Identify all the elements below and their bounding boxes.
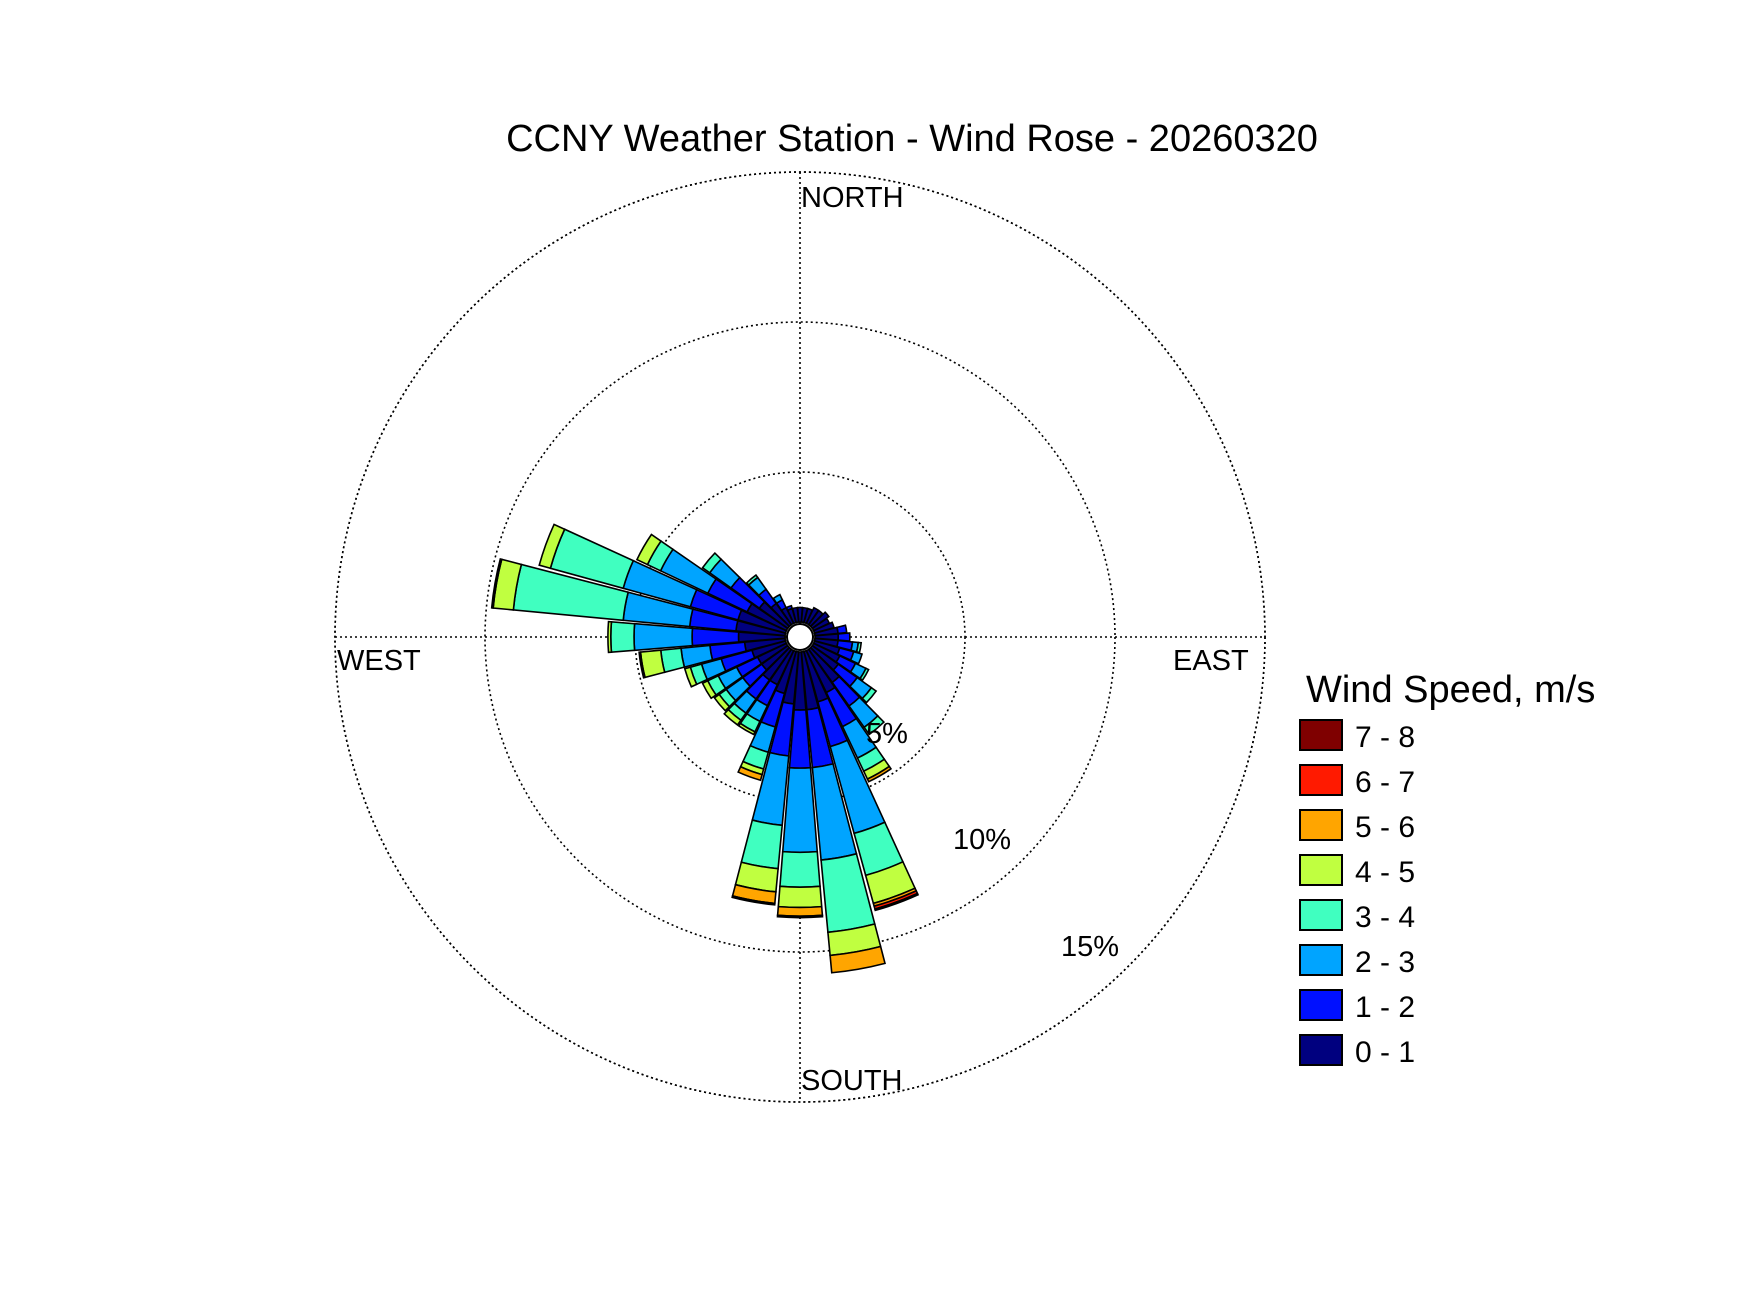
legend-items: 7 - 8 6 - 7 5 - 6 4 - 5 3 - 4 2 - 3 1 - 2 0 - 1 — [1299, 719, 1415, 1069]
legend-swatch-5 — [1299, 809, 1343, 841]
petal-segment-dir-190-bin-7 — [731, 894, 776, 906]
petal-segment-dir-270-bin-4 — [607, 620, 613, 654]
legend-swatch-7 — [1299, 719, 1343, 751]
petal-segment-dir-90-bin-1 — [837, 632, 851, 642]
legend: Wind Speed, m/s 7 - 8 6 - 7 5 - 6 4 - 5 3 - … — [1299, 669, 1595, 1069]
petal-segment-dir-260-bin-7 — [638, 651, 646, 679]
petal-segment-dir-180-bin-4 — [777, 885, 823, 909]
ring-label-15: 15% — [1061, 931, 1119, 963]
petal-segment-dir-320-bin-3 — [745, 573, 759, 587]
petal-segment-dir-210-bin-4 — [737, 722, 757, 736]
legend-label-6: 6 - 7 — [1355, 766, 1415, 799]
petal-segment-dir-100-bin-3 — [855, 641, 863, 654]
direction-label-west: WEST — [337, 645, 421, 677]
legend-label-4: 4 - 5 — [1355, 856, 1415, 889]
direction-label-east: EAST — [1173, 645, 1249, 677]
petal-segment-dir-270-bin-2 — [633, 622, 694, 652]
petal-segment-dir-290-bin-4 — [538, 523, 566, 570]
petal-segment-dir-180-bin-7 — [776, 914, 824, 919]
petal-segment-dir-80-bin-1 — [836, 624, 848, 635]
chart-title: CCNY Weather Station - Wind Rose - 20260… — [506, 118, 1318, 160]
polar-grid — [334, 171, 1266, 1103]
petal-segment-dir-170-bin-5 — [829, 945, 886, 974]
petal-segment-dir-110-bin-2 — [849, 650, 864, 665]
calm-center-circle — [786, 623, 814, 651]
legend-swatch-2 — [1299, 944, 1343, 976]
petal-segment-dir-330-bin-2 — [772, 593, 784, 605]
ring-label-10: 10% — [953, 824, 1011, 856]
petal-segment-dir-180-bin-3 — [779, 850, 821, 888]
petal-segment-dir-180-bin-2 — [781, 766, 819, 854]
ring-label-5: 5% — [866, 718, 908, 750]
direction-label-south: SOUTH — [801, 1065, 903, 1097]
legend-label-2: 2 - 3 — [1355, 946, 1415, 979]
petal-segment-dir-180-bin-5 — [776, 905, 824, 917]
petal-segment-dir-310-bin-3 — [701, 551, 723, 574]
petal-segment-dir-230-bin-4 — [713, 693, 731, 712]
petal-segment-dir-50-bin-0 — [809, 611, 830, 630]
wind-rose-petals — [490, 523, 920, 974]
petal-segment-dir-350-bin-0 — [791, 606, 800, 624]
legend-swatch-1 — [1299, 989, 1343, 1021]
legend-label-3: 3 - 4 — [1355, 901, 1415, 934]
petal-segment-dir-220-bin-4 — [723, 708, 742, 727]
petal-segment-dir-140-bin-3 — [863, 714, 886, 736]
petal-segment-dir-120-bin-3 — [859, 667, 870, 682]
legend-title: Wind Speed, m/s — [1306, 669, 1595, 711]
petal-segment-dir-300-bin-4 — [635, 533, 663, 566]
legend-swatch-4 — [1299, 854, 1343, 886]
legend-swatch-6 — [1299, 764, 1343, 796]
petal-segment-dir-340-bin-1 — [785, 604, 794, 612]
petal-segment-dir-130-bin-3 — [861, 686, 878, 704]
petal-segment-dir-150-bin-5 — [866, 765, 893, 783]
petal-segment-dir-240-bin-4 — [701, 679, 718, 700]
legend-swatch-3 — [1299, 899, 1343, 931]
petal-segment-dir-250-bin-4 — [683, 666, 698, 688]
legend-label-7: 7 - 8 — [1355, 721, 1415, 754]
petal-segment-dir-270-bin-3 — [610, 620, 636, 654]
legend-swatch-0 — [1299, 1034, 1343, 1066]
legend-label-5: 5 - 6 — [1355, 811, 1415, 844]
legend-label-0: 0 - 1 — [1355, 1036, 1415, 1069]
petal-segment-dir-160-bin-7 — [873, 892, 920, 912]
legend-label-1: 1 - 2 — [1355, 991, 1415, 1024]
direction-label-north: NORTH — [801, 182, 904, 214]
petal-segment-dir-200-bin-5 — [737, 765, 764, 782]
petal-segment-dir-280-bin-7 — [490, 557, 503, 609]
